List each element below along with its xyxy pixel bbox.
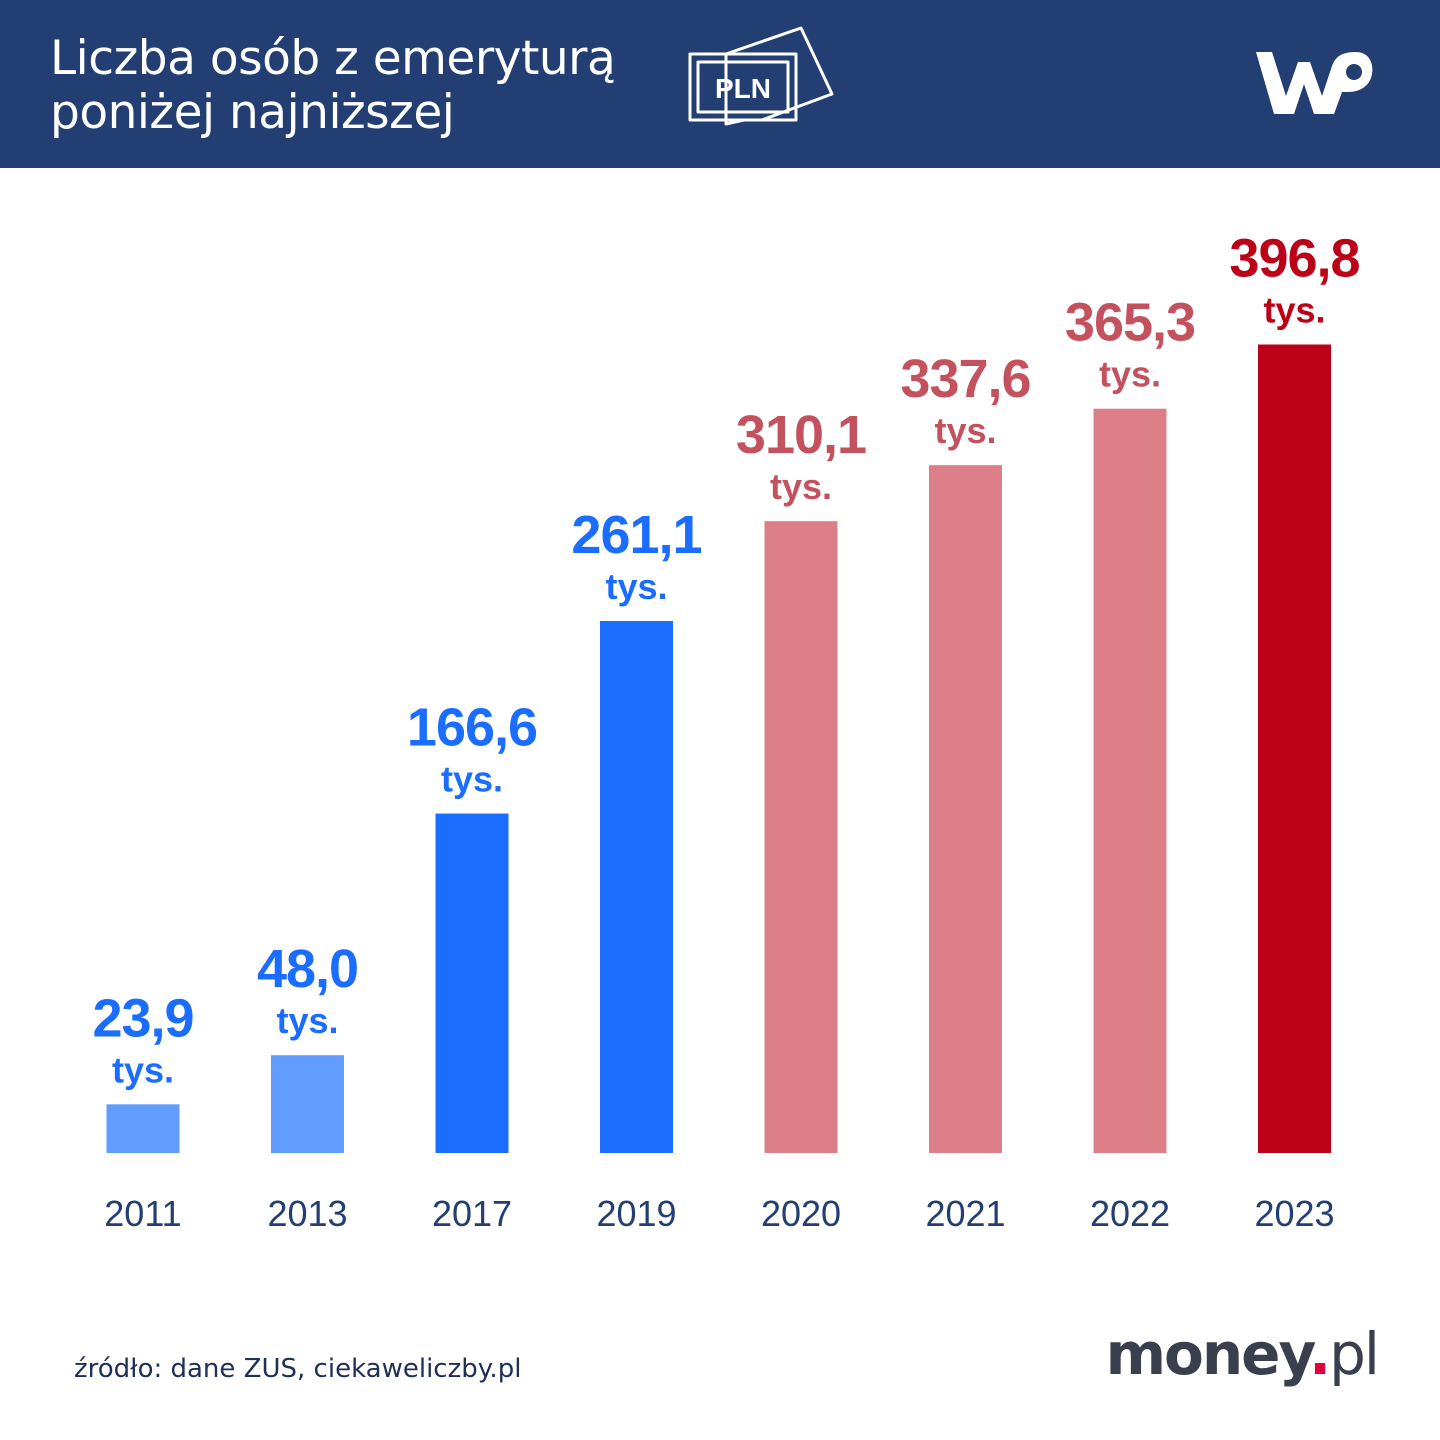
bar-2023 <box>1258 344 1331 1153</box>
value-label-2011: 23,9 <box>92 988 193 1048</box>
chart-title: Liczba osób z emeryturą poniżej najniższ… <box>50 31 616 140</box>
unit-label-2023: tys. <box>1263 290 1325 331</box>
bar-2017 <box>435 813 509 1153</box>
x-tick-2013: 2013 <box>267 1193 347 1234</box>
bar-2022 <box>1093 408 1167 1153</box>
x-tick-2023: 2023 <box>1254 1193 1334 1234</box>
value-label-2021: 337,6 <box>900 349 1030 409</box>
x-tick-2017: 2017 <box>432 1193 512 1234</box>
bar-2020 <box>764 521 838 1153</box>
value-label-2023: 396,8 <box>1229 229 1359 289</box>
brand-dot: . <box>1309 1320 1331 1388</box>
bar-2013 <box>271 1055 344 1153</box>
x-tick-2011: 2011 <box>104 1193 181 1234</box>
bar-2019 <box>600 621 673 1153</box>
pln-label: PLN <box>715 73 771 104</box>
bar-2021 <box>929 465 1002 1153</box>
unit-label-2022: tys. <box>1099 354 1161 395</box>
unit-label-2011: tys. <box>112 1049 174 1090</box>
x-tick-2022: 2022 <box>1090 1193 1170 1234</box>
bar-2011 <box>106 1104 180 1153</box>
bars-layer <box>106 344 1331 1153</box>
unit-label-2021: tys. <box>934 410 996 451</box>
x-tick-2021: 2021 <box>925 1193 1005 1234</box>
title-line-2: poniżej najniższej <box>50 85 455 140</box>
value-label-2022: 365,3 <box>1065 293 1195 353</box>
source-note: źródło: dane ZUS, ciekaweliczby.pl <box>74 1354 522 1384</box>
value-label-2013: 48,0 <box>257 939 358 999</box>
banknote-icon: PLN <box>688 26 834 126</box>
title-line-1: Liczba osób z emeryturą <box>50 31 616 86</box>
bar-chart: 23,9tys.201148,0tys.2013166,6tys.2017261… <box>92 229 1360 1234</box>
x-tick-2020: 2020 <box>761 1193 841 1234</box>
value-label-2017: 166,6 <box>407 698 537 758</box>
money-pl-logo: money.pl <box>1105 1320 1380 1388</box>
value-label-2020: 310,1 <box>736 405 866 465</box>
unit-label-2017: tys. <box>441 759 503 800</box>
unit-label-2019: tys. <box>605 566 667 607</box>
value-label-2019: 261,1 <box>571 505 701 565</box>
brand-tld: pl <box>1329 1320 1380 1388</box>
brand-name: money <box>1105 1320 1311 1388</box>
x-tick-2019: 2019 <box>596 1193 676 1234</box>
unit-label-2013: tys. <box>276 1000 338 1041</box>
wp-logo-icon: WP <box>1256 52 1373 114</box>
header-banner: Liczba osób z emeryturą poniżej najniższ… <box>0 0 1440 168</box>
labels-layer: 23,9tys.201148,0tys.2013166,6tys.2017261… <box>92 229 1360 1234</box>
unit-label-2020: tys. <box>770 466 832 507</box>
